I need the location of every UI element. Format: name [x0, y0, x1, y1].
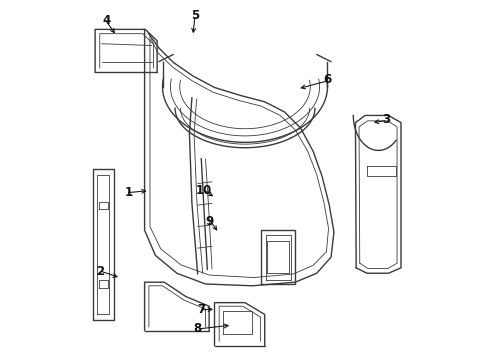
Text: 6: 6 [323, 73, 332, 86]
Text: 3: 3 [383, 113, 391, 126]
Text: 5: 5 [191, 9, 199, 22]
Text: 4: 4 [103, 14, 111, 27]
Text: 1: 1 [124, 186, 132, 199]
Text: 7: 7 [197, 303, 205, 316]
Text: 9: 9 [205, 215, 213, 228]
Text: 8: 8 [194, 322, 202, 335]
Text: 10: 10 [196, 184, 212, 197]
Text: 2: 2 [96, 265, 104, 278]
